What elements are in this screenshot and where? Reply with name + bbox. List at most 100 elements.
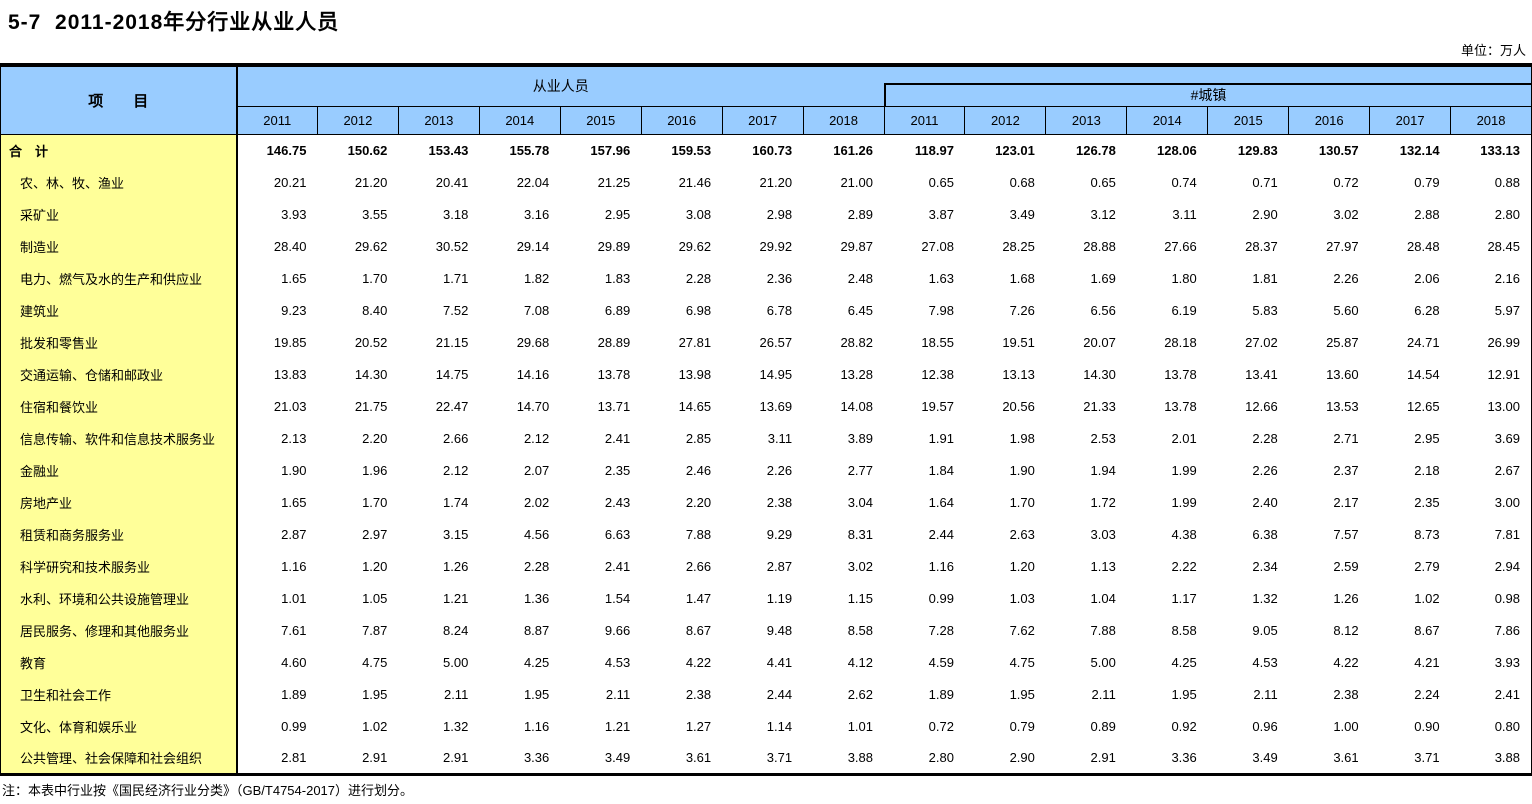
table-row: 科学研究和技术服务业 1.16 1.20 1.26 2.28 2.41 2.66 2.87 3.… — [0, 550, 1532, 582]
value-cell: 132.14 — [1399, 142, 1440, 158]
value-cell: 28.48 — [1407, 238, 1440, 254]
value-cell: 2.67 — [1494, 462, 1520, 478]
value-cell: 2.90 — [1009, 749, 1035, 765]
value-cell: 2.87 — [281, 526, 307, 542]
value-cell: 123.01 — [995, 142, 1035, 158]
value-cell: 20.21 — [273, 174, 307, 190]
value-cell: 1.89 — [928, 686, 954, 702]
value-cell: 8.58 — [1171, 622, 1197, 638]
table-row: 公共管理、社会保障和社会组织 2.81 2.91 2.91 3.36 3.49 3.61 3.… — [0, 742, 1532, 774]
value-cell: 2.20 — [685, 494, 712, 510]
year-header: 2013 — [1045, 105, 1128, 135]
value-cell: 25.87 — [1326, 334, 1359, 350]
value-cell: 3.02 — [1333, 206, 1359, 222]
value-cell: 27.97 — [1326, 238, 1359, 254]
value-cell: 6.38 — [1252, 526, 1278, 542]
value-cell: 13.78 — [1164, 398, 1197, 414]
value-cell: 1.01 — [281, 590, 307, 606]
row-label: 建筑业 — [0, 294, 238, 326]
value-cell: 1.99 — [1171, 494, 1197, 510]
value-cell: 2.22 — [1171, 558, 1197, 574]
year-header: 2015 — [559, 105, 642, 135]
value-cell: 13.41 — [1245, 366, 1278, 382]
value-cell: 3.88 — [847, 749, 873, 765]
value-cell: 0.65 — [1090, 174, 1116, 190]
value-cell: 14.65 — [678, 398, 712, 414]
value-cell: 2.89 — [847, 206, 873, 222]
row-label: 教育 — [0, 646, 238, 678]
value-cell: 3.36 — [523, 749, 550, 765]
value-cell: 118.97 — [914, 142, 954, 158]
value-cell: 26.99 — [1487, 334, 1520, 350]
value-cell: 0.90 — [1414, 718, 1440, 734]
value-cell: 2.80 — [928, 749, 954, 765]
value-cell: 4.25 — [523, 654, 550, 670]
value-cell: 8.67 — [1414, 622, 1440, 638]
value-cell: 6.19 — [1171, 302, 1197, 318]
value-cell: 1.36 — [523, 590, 550, 606]
value-cell: 12.91 — [1487, 366, 1520, 382]
value-cell: 6.45 — [847, 302, 873, 318]
value-cell: 14.30 — [354, 366, 388, 382]
value-cell: 4.53 — [1252, 654, 1278, 670]
value-cell: 28.88 — [1083, 238, 1116, 254]
value-cell: 0.96 — [1252, 718, 1278, 734]
value-cell: 0.71 — [1252, 174, 1278, 190]
value-cell: 1.95 — [523, 686, 550, 702]
value-cell: 28.25 — [1002, 238, 1035, 254]
value-cell: 1.20 — [1009, 558, 1035, 574]
value-cell: 4.22 — [685, 654, 712, 670]
value-cell: 2.06 — [1414, 270, 1440, 286]
value-cell: 155.78 — [509, 142, 550, 158]
value-cell: 2.36 — [766, 270, 793, 286]
value-cell: 0.65 — [928, 174, 954, 190]
value-cell: 1.70 — [362, 270, 388, 286]
row-label: 采矿业 — [0, 198, 238, 230]
value-cell: 2.17 — [1333, 494, 1359, 510]
value-cell: 2.26 — [1333, 270, 1359, 286]
value-cell: 19.57 — [921, 398, 954, 414]
row-label: 水利、环境和公共设施管理业 — [0, 582, 238, 614]
value-cell: 1.27 — [685, 718, 712, 734]
value-cell: 3.02 — [847, 558, 873, 574]
value-cell: 13.71 — [597, 398, 631, 414]
value-cell: 2.91 — [362, 749, 388, 765]
value-cell: 1.47 — [685, 590, 712, 606]
value-cell: 2.28 — [1252, 430, 1278, 446]
year-header: 2014 — [478, 105, 561, 135]
value-cell: 7.08 — [523, 302, 550, 318]
value-cell: 4.75 — [1009, 654, 1035, 670]
row-label: 卫生和社会工作 — [0, 678, 238, 710]
value-cell: 1.21 — [604, 718, 631, 734]
value-cell: 29.92 — [759, 238, 793, 254]
value-cell: 2.16 — [1494, 270, 1520, 286]
value-cell: 1.81 — [1252, 270, 1278, 286]
value-cell: 2.79 — [1414, 558, 1440, 574]
value-cell: 3.16 — [523, 206, 550, 222]
value-cell: 2.53 — [1090, 430, 1116, 446]
value-cell: 2.20 — [362, 430, 388, 446]
value-cell: 3.88 — [1494, 749, 1520, 765]
value-cell: 1.83 — [604, 270, 631, 286]
value-cell: 28.18 — [1164, 334, 1197, 350]
value-cell: 129.83 — [1237, 142, 1278, 158]
value-cell: 1.20 — [362, 558, 388, 574]
value-cell: 2.11 — [1091, 686, 1116, 702]
value-cell: 1.17 — [1171, 590, 1197, 606]
unit-label: 单位：万人 — [1460, 43, 1526, 58]
value-cell: 1.63 — [928, 270, 954, 286]
value-cell: 2.66 — [685, 558, 712, 574]
value-cell: 4.21 — [1414, 654, 1440, 670]
value-cell: 28.45 — [1487, 238, 1520, 254]
value-cell: 2.80 — [1494, 206, 1520, 222]
value-cell: 1.90 — [1009, 462, 1035, 478]
value-cell: 0.74 — [1171, 174, 1197, 190]
value-cell: 1.95 — [1171, 686, 1197, 702]
value-cell: 1.94 — [1090, 462, 1116, 478]
value-cell: 2.41 — [604, 558, 631, 574]
value-cell: 1.16 — [523, 718, 550, 734]
year-header: 2012 — [964, 105, 1047, 135]
value-cell: 3.69 — [1494, 430, 1520, 446]
value-cell: 5.97 — [1494, 302, 1520, 318]
row-label: 电力、燃气及水的生产和供应业 — [0, 262, 238, 294]
